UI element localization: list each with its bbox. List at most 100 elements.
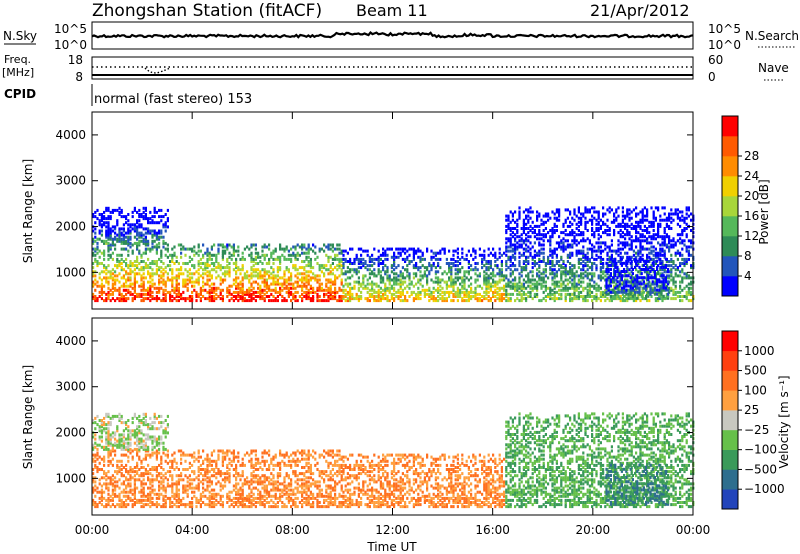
- power-cell: [516, 286, 519, 290]
- power-cell: [129, 272, 132, 276]
- velocity-cell: [125, 494, 128, 498]
- power-cell: [533, 292, 536, 296]
- power-cell: [129, 284, 132, 288]
- power-cell: [221, 280, 224, 284]
- power-cell: [162, 268, 165, 272]
- power-ytick-label: 3000: [55, 174, 86, 188]
- power-cell: [177, 292, 180, 296]
- power-cell: [349, 282, 352, 286]
- power-cell: [450, 284, 453, 288]
- power-cell: [169, 290, 172, 294]
- power-cell: [107, 227, 110, 231]
- power-cell: [621, 282, 624, 286]
- power-cell: [507, 284, 510, 288]
- power-cell: [463, 272, 466, 276]
- power-cell: [584, 253, 587, 257]
- power-cell: [636, 284, 639, 288]
- power-cell: [640, 292, 643, 296]
- power-cell: [186, 262, 189, 265]
- power-cell: [160, 260, 163, 263]
- power-cell: [505, 282, 508, 286]
- power-cell: [125, 247, 128, 251]
- power-cell: [246, 299, 249, 303]
- power-cell: [208, 292, 211, 296]
- power-cell: [342, 253, 345, 257]
- power-cell: [129, 292, 132, 296]
- power-cell: [459, 268, 462, 272]
- power-cell: [641, 233, 644, 237]
- power-cell: [158, 231, 161, 235]
- power-cell: [147, 217, 150, 221]
- power-cell: [344, 249, 347, 253]
- power-cell: [454, 282, 457, 286]
- power-cell: [171, 299, 174, 303]
- power-cell: [417, 266, 420, 270]
- power-cell: [586, 284, 589, 288]
- power-cell: [520, 233, 523, 237]
- power-cell: [685, 235, 688, 239]
- power-cell: [136, 260, 139, 263]
- power-cell: [158, 221, 161, 225]
- power-cell: [660, 288, 663, 292]
- power-cell: [650, 295, 653, 298]
- velocity-cell: [120, 463, 123, 467]
- power-cell: [219, 292, 222, 296]
- power-cell: [259, 292, 262, 296]
- power-cell: [237, 268, 240, 272]
- power-cell: [629, 290, 632, 294]
- velocity-cell: [94, 484, 97, 488]
- power-cell: [595, 210, 598, 214]
- power-cell: [562, 231, 565, 235]
- power-cell: [301, 272, 304, 276]
- power-cell: [632, 284, 635, 288]
- power-cell: [518, 251, 521, 255]
- power-cell: [268, 243, 271, 247]
- power-cell: [283, 270, 286, 274]
- velocity-cell: [153, 468, 156, 471]
- power-cell: [303, 295, 306, 298]
- power-cell: [634, 294, 637, 298]
- power-cell: [210, 290, 213, 294]
- power-cell: [432, 299, 435, 303]
- power-cell: [638, 290, 641, 294]
- power-cell: [635, 264, 638, 268]
- power-cell: [616, 290, 619, 294]
- power-cell: [274, 257, 277, 261]
- power-cell: [577, 260, 580, 263]
- power-cell: [239, 286, 242, 290]
- power-cell: [605, 290, 608, 294]
- velocity-cell: [149, 501, 152, 504]
- power-cell: [599, 227, 602, 230]
- power-cell: [318, 266, 321, 270]
- power-cell: [627, 280, 630, 284]
- power-cell: [529, 206, 532, 210]
- velocity-cell: [96, 451, 99, 455]
- power-cell: [357, 262, 360, 265]
- power-cell: [569, 286, 572, 290]
- power-cell: [551, 272, 554, 276]
- power-cell: [307, 292, 310, 296]
- power-cell: [263, 274, 266, 278]
- power-cell: [518, 276, 521, 280]
- power-cell: [294, 257, 297, 261]
- power-cell: [580, 233, 583, 237]
- power-cell: [395, 247, 398, 251]
- power-cell: [525, 214, 528, 218]
- power-cell: [516, 268, 519, 272]
- power-cell: [155, 262, 158, 265]
- power-cell: [186, 278, 189, 282]
- power-cell: [658, 288, 661, 292]
- velocity-cell: [116, 503, 119, 507]
- power-cell: [254, 274, 257, 278]
- power-cell: [662, 288, 665, 292]
- velocity-cell: [151, 474, 154, 478]
- power-cell: [395, 280, 398, 284]
- power-cell: [294, 253, 297, 257]
- power-cell: [647, 274, 650, 278]
- power-cell: [404, 299, 407, 303]
- power-cell: [584, 295, 587, 298]
- power-cell: [485, 290, 488, 294]
- power-cell: [415, 292, 418, 296]
- power-cell: [606, 264, 609, 268]
- power-cell: [518, 206, 521, 210]
